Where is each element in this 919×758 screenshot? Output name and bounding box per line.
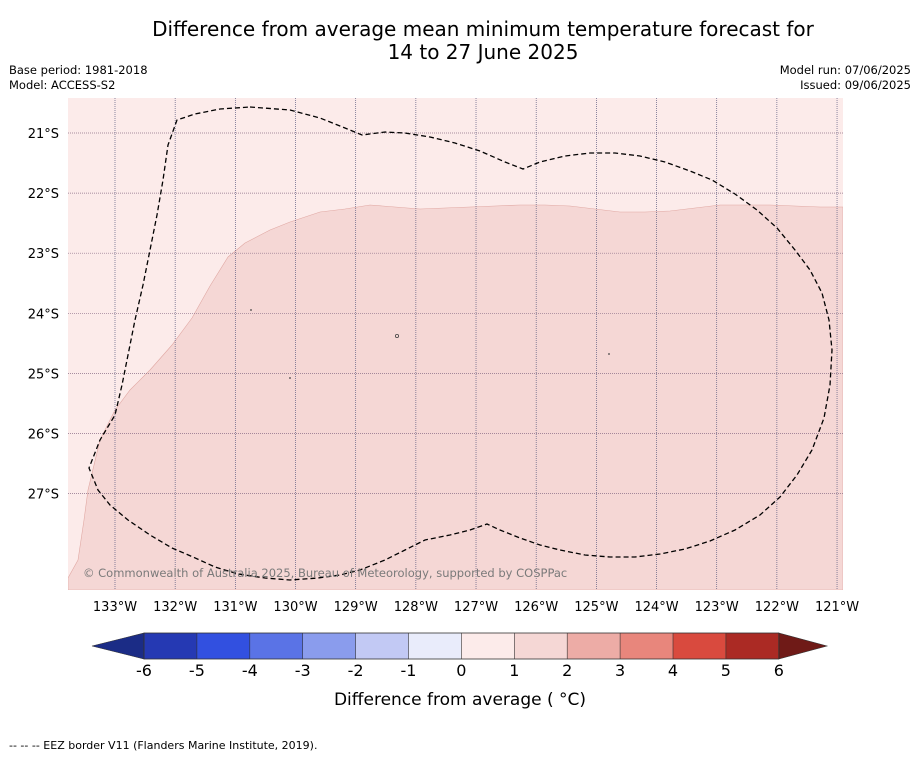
colorbar-tick-label: -2 [348,661,364,680]
colorbar-segment [461,633,515,659]
anomaly-1-to-2-region [68,204,843,590]
longitude-label: 129°W [334,600,378,615]
map-plot-area: © Commonwealth of Australia 2025, Bureau… [68,98,843,590]
colorbar-tick-label: 5 [721,661,731,680]
colorbar-extend-high [778,632,829,660]
colorbar-segment [249,633,304,659]
longitude-label: 133°W [93,600,137,615]
colorbar-segment [514,633,568,659]
eez-legend-note: -- -- -- EEZ border V11 (Flanders Marine… [9,739,318,752]
latitude-label: 23°S [28,247,59,262]
colorbar-tick-label: 4 [668,661,678,680]
latitude-label: 24°S [28,307,59,322]
issued-text: Issued: 09/06/2025 [800,78,911,92]
colorbar-segment [567,633,621,659]
colorbar-tick-label: 0 [456,661,466,680]
model-text: Model: ACCESS-S2 [9,78,116,92]
colorbar-segment [144,633,198,659]
model-run-text: Model run: 07/06/2025 [779,63,911,77]
longitude-label: 128°W [394,600,438,615]
graticule [68,98,843,590]
colorbar-segment [196,633,251,659]
colorbar [91,632,829,660]
colorbar-tick-label: 1 [509,661,519,680]
latitude-label: 25°S [28,367,59,382]
colorbar-segment [408,633,462,659]
colorbar-tick-label: -5 [189,661,205,680]
longitude-label: 127°W [454,600,498,615]
colorbar-segment [355,633,409,659]
colorbar-segment [620,633,674,659]
longitude-label: 125°W [574,600,618,615]
longitude-label: 124°W [634,600,678,615]
latitude-labels: 21°S 22°S 23°S 24°S 25°S 26°S 27°S [28,127,59,503]
copyright-text: © Commonwealth of Australia 2025, Bureau… [83,566,567,580]
base-period-text: Base period: 1981-2018 [9,63,148,77]
colorbar-segment [725,633,780,659]
colorbar-tick-label: -6 [136,661,152,680]
colorbar-tick-label: 3 [615,661,625,680]
latitude-label: 21°S [28,127,59,142]
longitude-label: 132°W [153,600,197,615]
longitude-label: 130°W [273,600,317,615]
colorbar-tick-label: -3 [295,661,311,680]
longitude-label: 121°W [815,600,859,615]
island-marker [250,309,252,311]
map-title: Difference from average mean minimum tem… [0,18,919,64]
colorbar-tick-label: -4 [242,661,258,680]
colorbar-label: Difference from average ( °C) [334,690,586,710]
eez-border [88,106,833,581]
longitude-labels: 133°W 132°W 131°W 130°W 129°W 128°W 127°W 126°W… [93,600,859,615]
latitude-label: 22°S [28,187,59,202]
longitude-label: 123°W [695,600,739,615]
latitude-label: 26°S [28,428,59,443]
meta-right: Model run: 07/06/2025 Issued: 09/06/2025 [780,63,911,93]
colorbar-tick-label: 6 [774,661,784,680]
latitude-label: 27°S [28,488,59,503]
title-line-2: 14 to 27 June 2025 [387,40,579,64]
colorbar-tick-labels: -6 -5 -4 -3 -2 -1 0 1 2 3 4 5 6 [136,661,784,680]
colorbar-segment [673,633,727,659]
longitude-label: 131°W [213,600,257,615]
island-marker [394,333,399,338]
title-line-1: Difference from average mean minimum tem… [152,17,814,41]
longitude-label: 122°W [755,600,799,615]
meta-left: Base period: 1981-2018 Model: ACCESS-S2 [9,63,148,93]
colorbar-extend-low [91,632,145,660]
colorbar-tick-label: 2 [562,661,572,680]
island-marker [608,353,610,355]
colorbar-segment [302,633,357,659]
small-markers [250,309,610,379]
colorbar-tick-label: -1 [401,661,417,680]
island-marker [289,377,291,379]
longitude-label: 126°W [514,600,558,615]
